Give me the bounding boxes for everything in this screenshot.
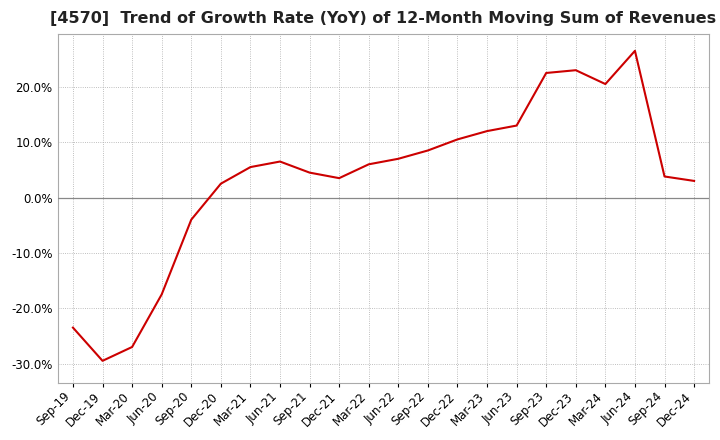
Title: [4570]  Trend of Growth Rate (YoY) of 12-Month Moving Sum of Revenues: [4570] Trend of Growth Rate (YoY) of 12-… — [50, 11, 716, 26]
